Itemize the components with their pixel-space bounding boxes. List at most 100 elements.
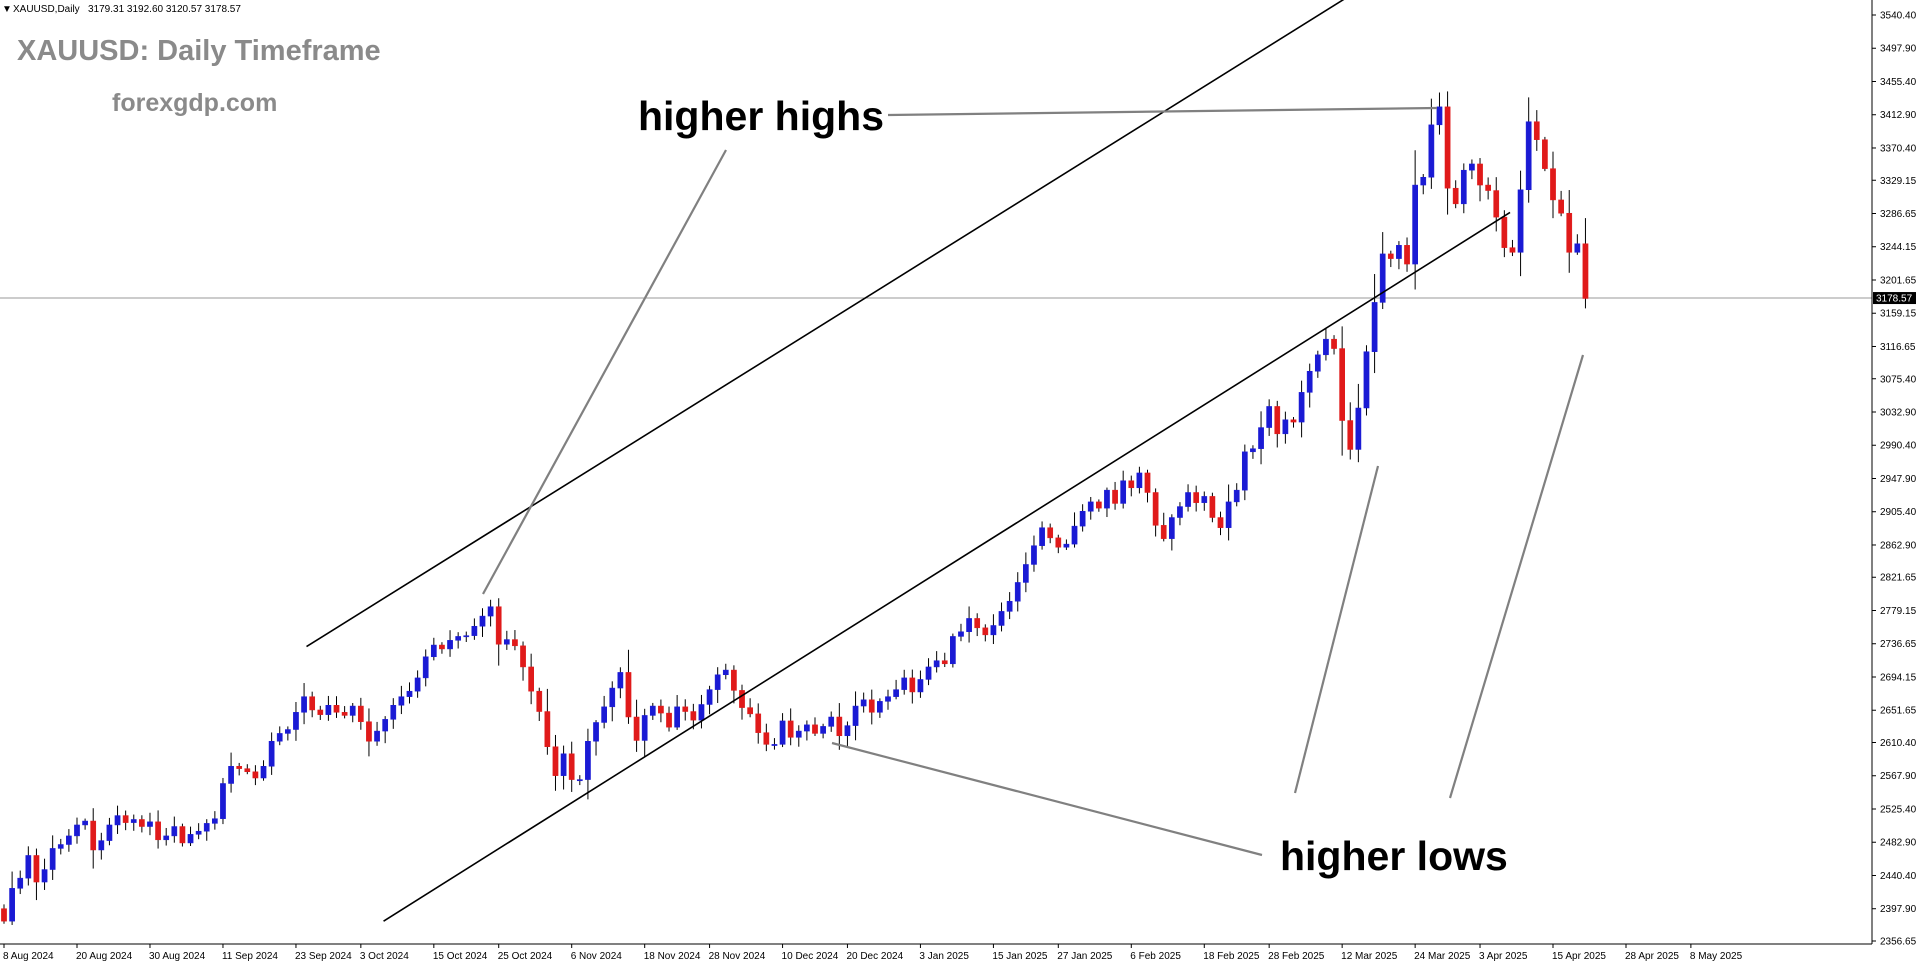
- x-tick-label: 18 Feb 2025: [1203, 951, 1260, 962]
- candle-body-bull: [1120, 480, 1127, 504]
- candle-body-bear: [1160, 525, 1167, 539]
- candle-173: [1404, 237, 1410, 272]
- candle-body-bull: [885, 696, 891, 702]
- candle-161: [1306, 363, 1313, 408]
- candle-2: [17, 870, 24, 895]
- candle-body-bull: [771, 744, 778, 746]
- x-tick-label: 30 Aug 2024: [149, 951, 206, 962]
- candle-body-bear: [1274, 406, 1281, 435]
- header-dropdown-icon[interactable]: ▼: [2, 4, 12, 15]
- annotation-higher-highs: higher highs: [638, 93, 884, 139]
- candle-153: [1241, 444, 1248, 501]
- candle-body-bull: [1525, 121, 1532, 191]
- candle-0: [1, 904, 7, 924]
- candle-body-bear: [1347, 420, 1354, 450]
- candle-body-bull: [1225, 501, 1232, 528]
- candle-32: [260, 760, 267, 781]
- candle-body-bull: [585, 740, 591, 780]
- candle-174: [1412, 150, 1418, 290]
- candle-body-bear: [1047, 527, 1054, 539]
- candle-body-bull: [698, 704, 705, 721]
- candle-105: [852, 691, 859, 741]
- candle-body-bear: [836, 716, 843, 737]
- candle-85: [690, 703, 697, 730]
- candle-body-bull: [49, 848, 56, 870]
- y-tick-label: 3116.65: [1880, 342, 1916, 353]
- candle-12: [98, 832, 105, 860]
- candle-body-bull: [203, 823, 210, 832]
- candle-142: [1152, 488, 1159, 537]
- candle-66: [536, 687, 543, 721]
- candle-175: [1420, 174, 1427, 195]
- candle-151: [1225, 484, 1232, 541]
- candle-98: [795, 725, 802, 747]
- candle-133: [1079, 504, 1086, 532]
- header-ohlc: 3179.31 3192.60 3120.57 3178.57: [88, 4, 241, 15]
- candle-body-bull: [228, 766, 234, 784]
- y-tick-label: 3412.90: [1880, 110, 1916, 121]
- candle-36: [293, 702, 299, 741]
- candle-body-bull: [17, 877, 24, 889]
- x-tick-label: 24 Mar 2025: [1414, 951, 1471, 962]
- candle-177: [1436, 92, 1443, 135]
- candle-body-bull: [893, 689, 899, 697]
- candle-body-bull: [1517, 189, 1524, 253]
- candle-body-bear: [1387, 253, 1394, 259]
- candle-120: [974, 613, 981, 637]
- candle-body-bull: [560, 753, 567, 776]
- y-tick-label: 3497.90: [1880, 44, 1916, 55]
- pointer-higher-lows-2: [1293, 465, 1380, 794]
- candle-body-bull: [1436, 106, 1443, 126]
- candle-body-bull: [212, 818, 218, 824]
- candle-body-bear: [1055, 537, 1062, 548]
- candle-body-bear: [1193, 492, 1200, 503]
- candle-body-bear: [1112, 489, 1118, 504]
- candle-body-bear: [1217, 517, 1224, 528]
- y-tick-label: 2694.15: [1880, 672, 1916, 683]
- y-tick-label: 3540.40: [1880, 11, 1916, 22]
- candle-body-bull: [1168, 517, 1175, 539]
- candle-27: [220, 777, 226, 825]
- x-tick-label: 8 Aug 2024: [3, 951, 54, 962]
- candle-10: [82, 818, 88, 830]
- candle-body-bear: [1444, 106, 1451, 189]
- pointer-higher-lows-1: [831, 741, 1263, 857]
- candle-11: [90, 808, 97, 869]
- candle-84: [682, 699, 689, 721]
- candle-body-bull: [795, 730, 802, 738]
- candle-21: [171, 816, 178, 843]
- candle-body-bull: [593, 722, 599, 742]
- candle-body-bull: [1574, 243, 1581, 253]
- candle-58: [471, 618, 478, 640]
- candle-124: [1006, 592, 1013, 620]
- candle-body-bull: [171, 826, 178, 837]
- candle-73: [593, 720, 599, 756]
- candle-93: [755, 703, 762, 744]
- candle-3: [25, 846, 32, 886]
- candle-95: [771, 738, 778, 750]
- candle-body-bull: [1379, 253, 1386, 303]
- candle-171: [1387, 250, 1394, 268]
- candle-180: [1460, 163, 1467, 214]
- candle-body-bear: [1542, 139, 1548, 169]
- candle-74: [601, 695, 607, 729]
- x-tick-label: 3 Jan 2025: [919, 951, 969, 962]
- candle-23: [187, 826, 194, 847]
- candle-body-bull: [301, 696, 307, 713]
- candle-body-bull: [106, 824, 113, 841]
- y-tick-label: 2356.65: [1880, 937, 1916, 948]
- candle-79: [641, 708, 648, 757]
- candle-113: [917, 670, 924, 698]
- current-price-tag-bg: [1873, 292, 1916, 305]
- candle-body-bear: [1339, 348, 1346, 421]
- candle-body-bull: [828, 716, 835, 727]
- candle-body-bull: [455, 636, 462, 641]
- candle-body-bull: [649, 705, 656, 716]
- candle-body-bear: [868, 699, 875, 713]
- y-tick-label: 2736.65: [1880, 639, 1916, 650]
- candle-body-bull: [901, 677, 908, 690]
- candle-26: [212, 811, 218, 830]
- candle-46: [374, 721, 380, 746]
- annotation-higher-lows: higher lows: [1280, 833, 1508, 879]
- candle-185: [1501, 210, 1508, 258]
